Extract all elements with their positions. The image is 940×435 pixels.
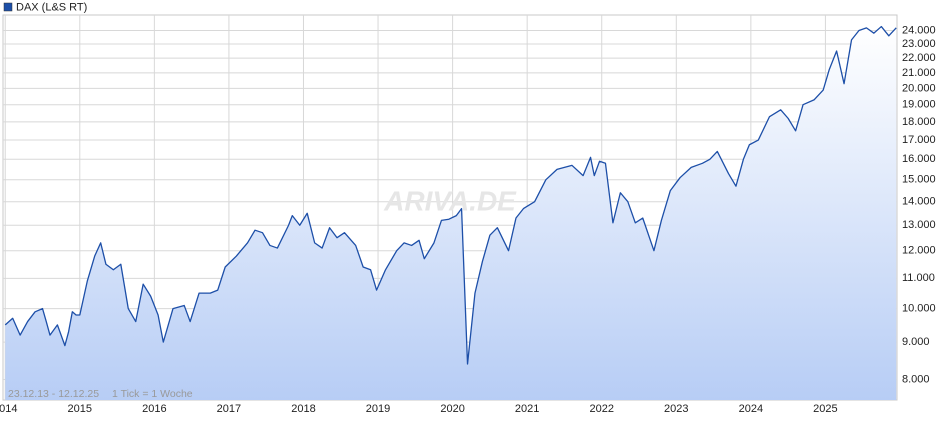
x-tick-label: 2022: [589, 403, 613, 415]
y-tick-label: 19.000: [902, 99, 936, 111]
x-tick-label: 2019: [366, 403, 390, 415]
y-tick-label: 22.000: [902, 52, 936, 64]
x-tick-label: 2018: [291, 403, 315, 415]
period-note: 23.12.13 - 12.12.25: [8, 388, 99, 400]
x-tick-label: 2024: [739, 403, 763, 415]
watermark: ARIVA.DE: [383, 185, 517, 216]
price-line: [4, 25, 897, 365]
legend-label: DAX (L&S RT): [16, 1, 87, 13]
y-tick-label: 10.000: [902, 303, 936, 315]
x-tick-label: 2023: [664, 403, 688, 415]
tick-note: 1 Tick = 1 Woche: [112, 388, 193, 400]
y-tick-label: 16.000: [902, 153, 936, 165]
x-tick-label: 2015: [68, 403, 92, 415]
legend-swatch: [3, 2, 13, 12]
y-tick-label: 21.000: [902, 67, 936, 79]
y-tick-label: 12.000: [902, 245, 936, 257]
x-tick-label: 2021: [515, 403, 539, 415]
x-tick-label: 2020: [440, 403, 464, 415]
x-tick-label: 2025: [813, 403, 837, 415]
y-tick-label: 11.000: [902, 272, 935, 284]
y-tick-label: 14.000: [902, 196, 936, 208]
y-tick-label: 13.000: [902, 219, 936, 231]
area-fill: [5, 26, 897, 401]
x-tick-label: 2017: [217, 403, 241, 415]
x-tick-label: 2016: [142, 403, 166, 415]
y-tick-label: 24.000: [902, 24, 936, 36]
y-tick-label: 15.000: [902, 174, 936, 186]
y-tick-label: 20.000: [902, 82, 936, 94]
y-tick-label: 23.000: [902, 38, 936, 50]
y-tick-label: 18.000: [902, 116, 936, 128]
y-tick-label: 9.000: [902, 336, 930, 348]
y-tick-label: 8.000: [902, 373, 930, 385]
y-tick-label: 17.000: [902, 134, 936, 146]
x-tick-label: 2014: [0, 403, 17, 415]
